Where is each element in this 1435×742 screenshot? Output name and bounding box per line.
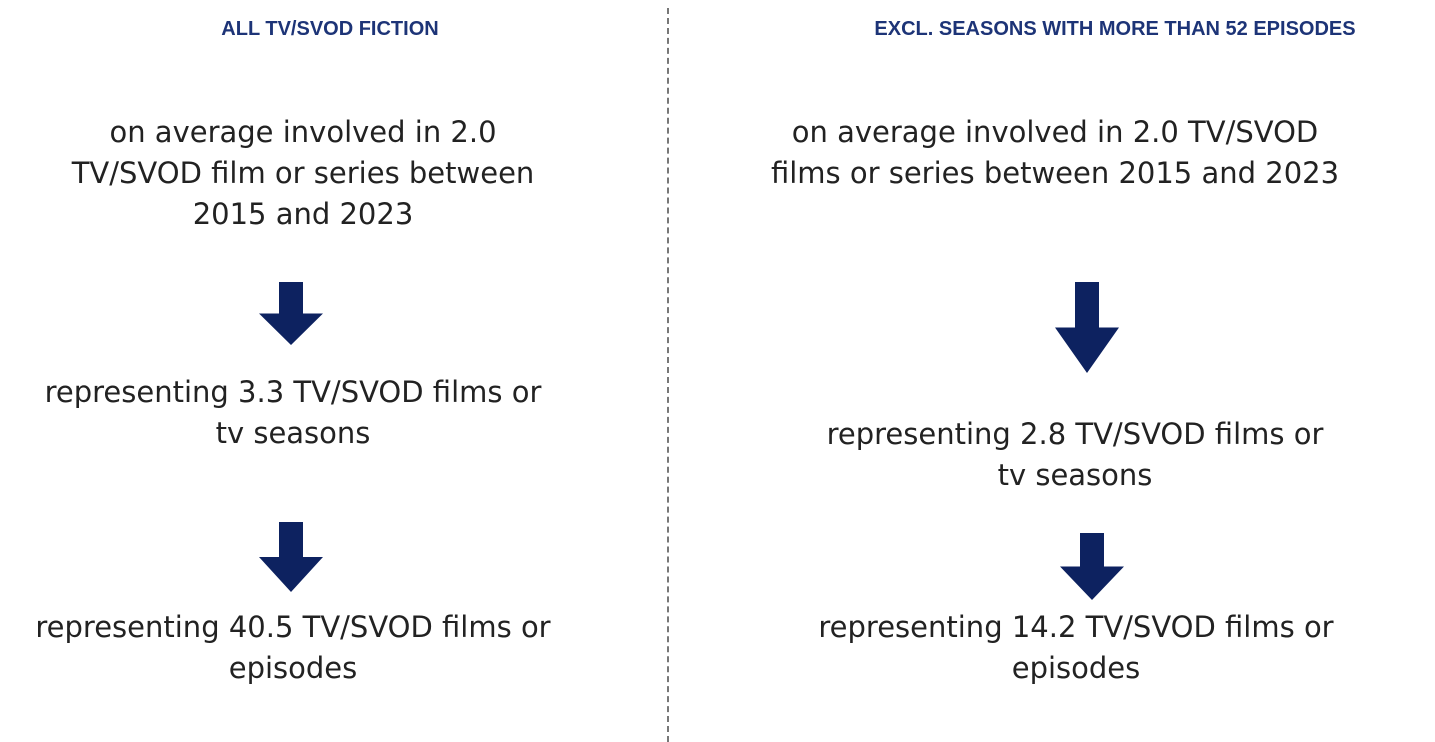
text-line: films or series between 2015 and 2023 [770, 156, 1340, 190]
text-line: episodes [228, 651, 358, 685]
text-block: representing 14.2 TV/SVOD films or episod… [818, 607, 1333, 689]
arrow-shape [1055, 282, 1119, 373]
text-line: representing 40.5 TV/SVOD films or [35, 610, 551, 644]
text-line: TV/SVOD film or series between [71, 156, 535, 190]
text-line: on average involved in 2.0 [109, 115, 497, 149]
text-block: on average involved in 2.0 TV/SVOD films … [771, 112, 1339, 194]
text-line: tv seasons [997, 458, 1153, 492]
text-block: representing 40.5 TV/SVOD films or episod… [35, 607, 550, 689]
text-line: on average involved in 2.0 TV/SVOD [791, 115, 1319, 149]
arrow-shape [259, 282, 323, 345]
text-line: representing 14.2 TV/SVOD films or [818, 610, 1334, 644]
down-arrow [1055, 282, 1119, 373]
arrow-shape [1060, 533, 1124, 600]
text-block: representing 2.8 TV/SVOD films or tv seas… [827, 414, 1324, 496]
arrow-shape [259, 522, 323, 592]
down-arrow [259, 522, 323, 592]
text-line: tv seasons [215, 416, 371, 450]
text-line: representing 3.3 TV/SVOD films or [44, 375, 542, 409]
column-header: ALL TV/SVOD FICTION [221, 18, 439, 40]
divider [667, 8, 669, 742]
text-block: representing 3.3 TV/SVOD films or tv seas… [45, 372, 542, 454]
column-header: EXCL. SEASONS WITH MORE THAN 52 EPISODES [874, 18, 1356, 40]
text-line: episodes [1011, 651, 1141, 685]
down-arrow [1060, 533, 1124, 600]
text-block: on average involved in 2.0 TV/SVOD film o… [72, 112, 535, 235]
text-line: 2015 and 2023 [192, 197, 414, 231]
down-arrow [259, 282, 323, 345]
text-line: representing 2.8 TV/SVOD films or [826, 417, 1324, 451]
